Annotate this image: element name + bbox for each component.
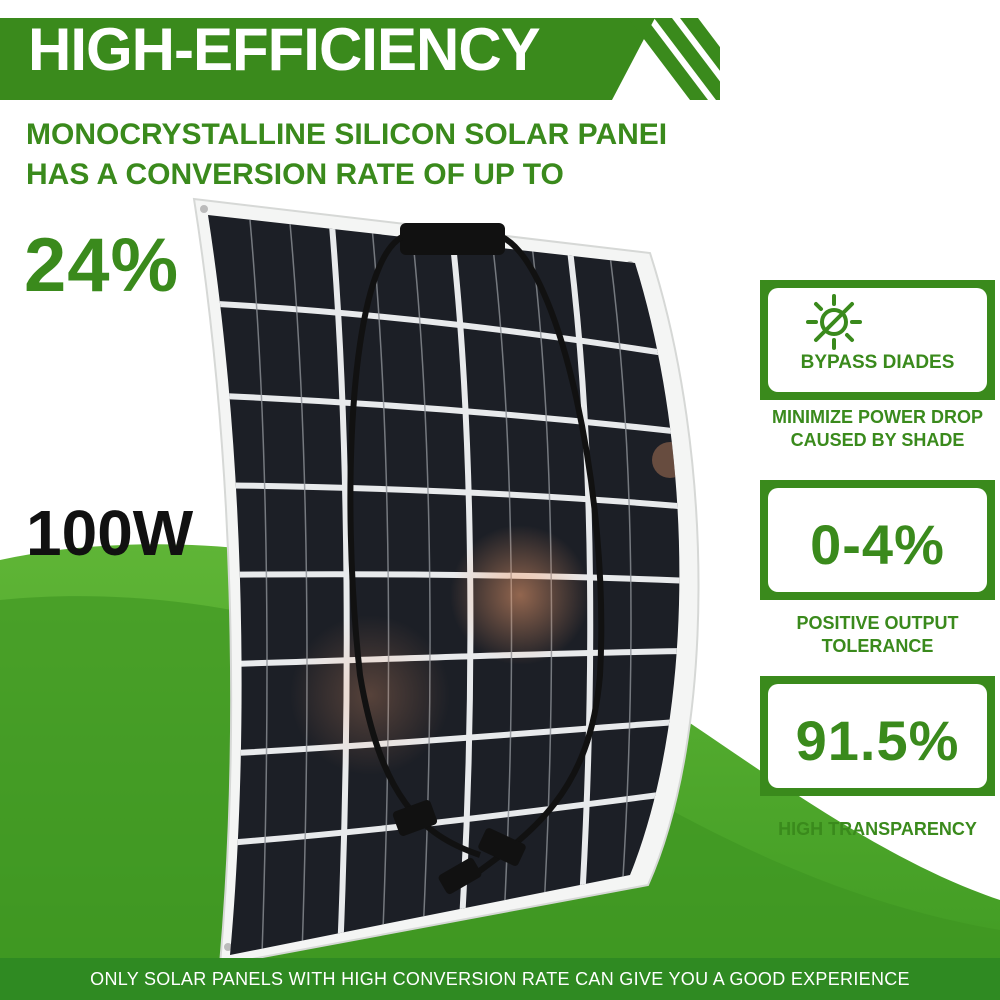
feature-card: BYPASS DIADES [768, 288, 987, 392]
feature-value: 91.5% [795, 709, 960, 772]
footer-text: ONLY SOLAR PANELS WITH HIGH CONVERSION R… [90, 969, 910, 989]
feature-caption: MINIMIZE POWER DROP CAUSED BY SHADE [772, 407, 983, 451]
header-title: HIGH-EFFICIENCY [28, 16, 541, 83]
feature-output-tolerance: 0-4% [760, 480, 995, 600]
feature-label: BYPASS DIADES [800, 352, 955, 373]
feature-caption: POSITIVE OUTPUT TOLERANCE [796, 613, 959, 657]
feature-card: 91.5% [768, 684, 987, 788]
intro-line-2: HAS A CONVERSION RATE OF UP TO [26, 158, 564, 191]
feature-card: 0-4% [768, 488, 987, 592]
wattage-label: 100W [26, 497, 194, 569]
feature-bypass-diodes: BYPASS DIADES [760, 280, 995, 400]
sun-icon [806, 294, 862, 350]
feature-value: 0-4% [810, 513, 945, 576]
feature-caption: HIGH TRANSPARENCY [778, 819, 977, 839]
footer-bar: ONLY SOLAR PANELS WITH HIGH CONVERSION R… [0, 958, 1000, 1000]
solar-panel-image [192, 197, 700, 965]
feature-transparency: 91.5% [760, 676, 995, 796]
conversion-rate: 24% [24, 223, 180, 308]
intro-line-1: MONOCRYSTALLINE SILICON SOLAR PANEI [26, 118, 668, 151]
header-bar [0, 18, 720, 100]
